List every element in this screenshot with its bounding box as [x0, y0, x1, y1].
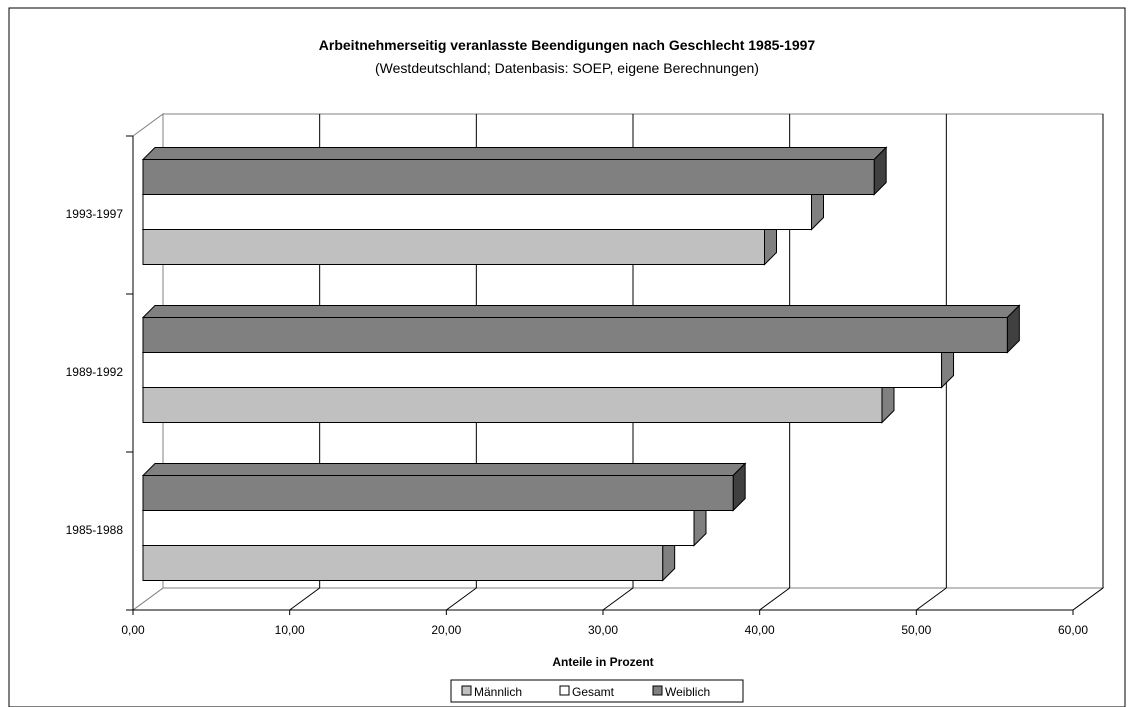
legend-label: Männlich [474, 685, 522, 699]
x-tick-label: 30,00 [588, 623, 618, 637]
bar [141, 462, 747, 512]
legend-item: Gesamt [559, 685, 615, 699]
gridline-floor [916, 587, 947, 611]
legend-item: Männlich [461, 685, 522, 699]
legend-label: Weiblich [665, 685, 710, 699]
x-axis-title: Anteile in Prozent [552, 655, 653, 669]
legend-swatch [559, 685, 570, 696]
bar [141, 146, 888, 196]
gridline-floor [289, 587, 320, 611]
legend-label: Gesamt [572, 685, 615, 699]
legend: Männlich Gesamt Weiblich [450, 679, 744, 703]
legend-swatch [652, 685, 663, 696]
legend-item: Weiblich [652, 685, 710, 699]
bar [141, 304, 1021, 354]
y-tick-label: 1989-1992 [66, 365, 124, 379]
x-tick-label: 10,00 [275, 623, 305, 637]
gridline-floor [602, 587, 634, 611]
gridline-floor [759, 587, 790, 611]
x-tick-label: 40,00 [745, 623, 775, 637]
legend-swatch [461, 685, 472, 696]
chart-title: Arbeitnehmerseitig veranlasste Beendigun… [319, 37, 816, 53]
x-tick-label: 0,00 [121, 623, 145, 637]
y-tick-label: 1985-1988 [66, 523, 124, 537]
gridline-floor [1072, 587, 1104, 611]
legend-box [450, 679, 744, 703]
x-tick-label: 50,00 [901, 623, 931, 637]
x-tick-label: 60,00 [1058, 623, 1088, 637]
x-tick-label: 20,00 [431, 623, 461, 637]
y-tick-label: 1993-1997 [66, 207, 124, 221]
chart-subtitle: (Westdeutschland; Datenbasis: SOEP, eige… [375, 60, 759, 76]
gridline-floor [446, 587, 477, 611]
